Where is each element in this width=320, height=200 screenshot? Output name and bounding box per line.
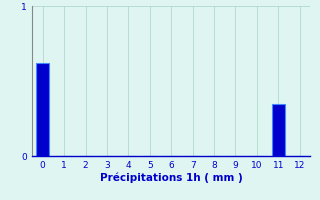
X-axis label: Précipitations 1h ( mm ): Précipitations 1h ( mm ) — [100, 173, 243, 183]
Bar — [36, 63, 49, 156]
Bar — [272, 104, 285, 156]
